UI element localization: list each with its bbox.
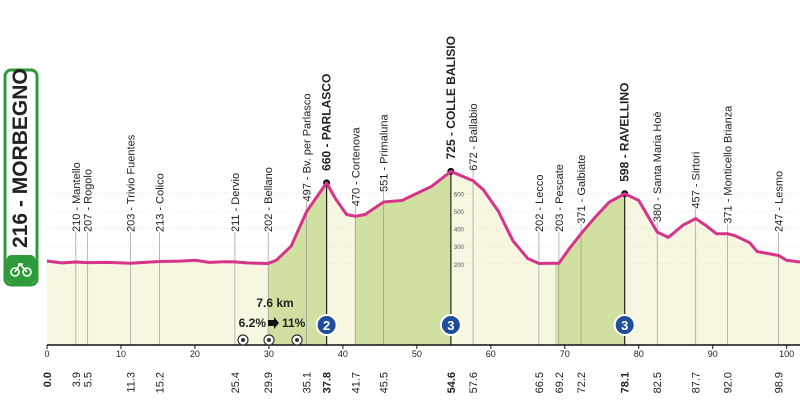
waypoint-label: 725 - COLLE BALISIO [444, 36, 458, 159]
climb-badge [613, 314, 636, 336]
waypoint-label: 380 - Santa Maria Hoè [652, 111, 664, 222]
climb-category: 3 [447, 318, 454, 333]
waypoint-label: 202 - Lecco [534, 175, 546, 232]
climb-area [555, 193, 625, 345]
km-label: 78.1 [620, 372, 632, 393]
km-label: 72.2 [576, 372, 588, 393]
climb-category: 2 [323, 318, 330, 333]
km-label: 57.6 [468, 372, 480, 393]
km-label: 92.0 [723, 372, 735, 393]
start-label: 216 - MORBEGNO [9, 68, 32, 248]
bike-icon [10, 262, 32, 277]
scale-label: 600 [454, 192, 465, 198]
waypoint-label: 598 - RAVELLINO [618, 83, 632, 182]
km-label: 3.9 [71, 372, 83, 387]
x-tick-label: 30 [264, 349, 274, 359]
gradient-arrow [268, 317, 279, 329]
waypoint-label: 210 - Mantello [71, 162, 83, 232]
gradient-average: 6.2% [239, 316, 267, 330]
waypoint-label: 207 - Rogolo [83, 169, 95, 232]
km-label: 35.1 [302, 372, 314, 393]
scale-label: 500 [454, 210, 465, 216]
km-label: 54.6 [446, 372, 458, 393]
waypoint-label: 470 - Cortenova [350, 127, 362, 207]
x-tick-label: 40 [338, 349, 348, 359]
km-label: 41.7 [350, 372, 362, 393]
start-box [3, 68, 39, 287]
climb-category: 3 [621, 318, 628, 333]
waypoint-label: 672 - Ballabio [468, 103, 480, 170]
climb-area [354, 171, 451, 345]
waypoint-label: 202 - Bellano [263, 167, 275, 232]
start-box-footer [6, 255, 36, 284]
climb-area [268, 182, 327, 345]
km-label: 5.5 [83, 372, 95, 387]
climb-badge [439, 314, 462, 336]
waypoint-label: 211 - Dervio [230, 173, 242, 232]
x-tick-label: 100 [779, 349, 794, 359]
gradient-max: 11% [282, 316, 306, 330]
x-tick-label: 80 [634, 349, 644, 359]
km-label: 15.2 [154, 372, 166, 393]
waypoint-label: 203 - Pescate [554, 164, 566, 232]
x-tick-label: 90 [708, 349, 718, 359]
waypoint-label: 371 - Galbiate [576, 155, 588, 224]
scale-label: 200 [454, 263, 465, 269]
x-tick-label: 10 [116, 349, 126, 359]
km-label: 98.9 [774, 372, 786, 393]
sprint-icon-dot [267, 338, 271, 342]
km-label: 0.0 [42, 372, 54, 387]
scale-label: 400 [454, 228, 465, 234]
km-label: 29.9 [263, 372, 275, 393]
profile-line [46, 169, 800, 265]
waypoint-label: 660 - PARLASCO [320, 74, 334, 171]
km-label: 45.5 [379, 372, 391, 393]
km-label: 37.8 [322, 372, 334, 393]
waypoint-label: 203 - Trivio Fuentes [126, 134, 138, 232]
waypoint-label: 371 - Monticello Brianza [723, 105, 735, 224]
km-label: 82.5 [652, 372, 664, 393]
climb-badge [315, 314, 338, 336]
sprint-icon-dot [241, 338, 245, 342]
x-tick-label: 0 [44, 349, 49, 359]
km-label: 69.2 [554, 372, 566, 393]
waypoint-label: 551 - Primaluna [379, 113, 391, 192]
gradient-length: 7.6 km [256, 296, 293, 310]
waypoint-label: 497 - Bv. per Parlasco [302, 94, 314, 202]
km-label: 25.4 [230, 372, 242, 393]
x-tick-label: 50 [412, 349, 422, 359]
waypoint-label: 247 - Lesmo [774, 171, 786, 232]
sprint-icon-dot [295, 338, 299, 342]
x-tick-label: 70 [560, 349, 570, 359]
waypoint-label: 213 - Colico [154, 173, 166, 232]
x-tick-label: 20 [190, 349, 200, 359]
km-label: 11.3 [126, 372, 138, 393]
waypoint-label: 457 - Sirtori [691, 152, 703, 209]
km-label: 87.7 [691, 372, 703, 393]
scale-label: 300 [454, 245, 465, 251]
x-tick-label: 60 [486, 349, 496, 359]
km-label: 66.5 [534, 372, 546, 393]
